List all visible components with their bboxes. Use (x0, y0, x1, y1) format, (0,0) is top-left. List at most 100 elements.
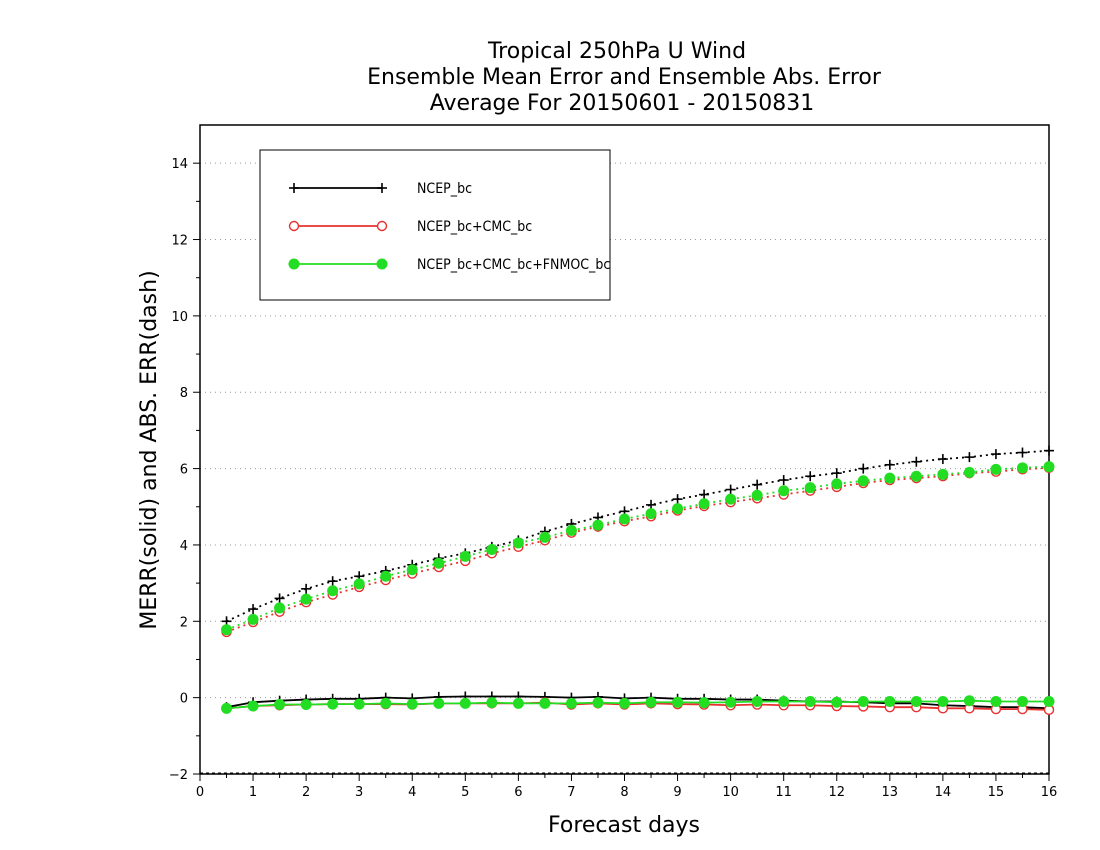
data-point-abs-err (1017, 447, 1028, 458)
legend-item: NCEP_bc+CMC_bc (288, 219, 532, 235)
x-tick-label: 7 (567, 785, 575, 800)
data-point-merr (353, 698, 365, 710)
x-tick-label: 10 (722, 785, 739, 800)
x-tick-label: 1 (249, 785, 257, 800)
data-point-merr (645, 696, 657, 708)
data-point-merr (539, 697, 551, 709)
series-line-abs-err (226, 449, 1050, 623)
data-point-abs-err (963, 466, 975, 478)
x-tick-label: 5 (461, 785, 469, 800)
data-point-abs-err (831, 478, 843, 490)
data-point-abs-err (565, 524, 577, 536)
data-point-abs-err (990, 449, 1001, 460)
data-point-merr (751, 695, 763, 707)
legend-item: NCEP_bc+CMC_bc+FNMOC_bc (288, 257, 610, 273)
data-point-abs-err (964, 452, 975, 463)
data-point-abs-err (858, 463, 869, 474)
data-point-merr (698, 697, 710, 709)
legend-marker (288, 220, 300, 232)
data-point-merr (884, 695, 896, 707)
data-point-abs-err (805, 471, 816, 482)
data-point-merr (910, 695, 922, 707)
data-point-merr (804, 695, 816, 707)
data-point-merr (486, 697, 498, 709)
x-tick-label: 6 (514, 785, 522, 800)
x-tick-label: 14 (935, 785, 952, 800)
legend: NCEP_bc NCEP_bc+CMC_bc NCEP_bc+CMC_bc+FNMO… (259, 149, 611, 301)
y-tick-label: 4 (180, 539, 188, 554)
data-point-abs-err (459, 550, 471, 562)
y-tick-label: 2 (180, 615, 188, 630)
data-point-merr (831, 696, 843, 708)
series-line-abs-err (226, 465, 1050, 631)
data-point-abs-err (380, 570, 392, 582)
y-tick-label: 10 (171, 310, 188, 325)
data-point-abs-err (619, 513, 630, 525)
x-axis-label: Forecast days (548, 813, 700, 838)
legend-label: NCEP_bc (417, 181, 472, 197)
data-point-merr (619, 697, 630, 709)
x-tick-label: 16 (1041, 785, 1058, 800)
data-point-abs-err (910, 470, 922, 482)
data-point-abs-err (300, 593, 312, 605)
data-point-abs-err (539, 531, 551, 543)
data-point-abs-err (725, 493, 737, 505)
data-point-abs-err (486, 544, 498, 556)
data-point-abs-err (645, 508, 657, 520)
series-line-abs-err (226, 466, 1050, 633)
data-point-abs-err (221, 624, 233, 636)
data-point-abs-err (911, 456, 922, 467)
data-point-merr (672, 696, 684, 708)
data-point-abs-err (1043, 461, 1055, 473)
x-tick-label: 13 (882, 785, 899, 800)
data-point-abs-err (353, 578, 365, 590)
data-point-merr (725, 696, 737, 708)
legend-marker (377, 183, 387, 193)
data-point-merr (857, 695, 869, 707)
y-tick-label: −2 (169, 768, 188, 783)
y-tick-label: 0 (180, 692, 188, 707)
y-axis-label: MERR(solid) and ABS. ERR(dash) (137, 270, 162, 629)
title-line-2: Ensemble Mean Error and Ensemble Abs. Er… (367, 65, 882, 90)
x-tick-label: 8 (620, 785, 628, 800)
x-tick-label: 12 (828, 785, 845, 800)
data-point-abs-err (990, 463, 1002, 475)
legend-marker (288, 258, 300, 270)
data-point-merr (565, 697, 577, 709)
data-point-merr (592, 697, 604, 709)
y-tick-label: 6 (180, 463, 188, 478)
x-tick-label: 3 (355, 785, 363, 800)
chart-title: Tropical 250hPa U Wind Ensemble Mean Err… (367, 39, 882, 116)
legend-marker (289, 183, 299, 193)
data-point-abs-err (751, 489, 763, 501)
y-tick-label: 12 (171, 234, 188, 249)
legend-marker (376, 258, 388, 270)
series-layer (221, 445, 1055, 716)
data-point-abs-err (857, 475, 869, 487)
data-point-abs-err (884, 459, 895, 470)
data-point-abs-err (433, 557, 445, 569)
x-tick-label: 0 (196, 785, 204, 800)
x-axis: 0 1 2 3 4 5 6 7 8 9 10 11 12 13 14 15 16 (196, 774, 1057, 800)
data-point-abs-err (672, 503, 684, 515)
y-axis: −2 0 2 4 6 8 10 12 14 (169, 157, 200, 783)
data-point-merr (512, 697, 524, 709)
title-line-1: Tropical 250hPa U Wind (487, 39, 746, 64)
series-2 (221, 461, 1055, 714)
data-point-merr (778, 695, 790, 707)
x-tick-label: 2 (302, 785, 310, 800)
legend-marker (376, 220, 388, 232)
data-point-merr (963, 695, 975, 707)
data-point-abs-err (725, 484, 736, 495)
data-point-abs-err (778, 475, 789, 486)
data-point-abs-err (698, 498, 710, 510)
data-point-merr (300, 699, 312, 711)
data-point-abs-err (274, 602, 286, 614)
data-point-abs-err (884, 472, 896, 484)
data-point-abs-err (1044, 445, 1054, 456)
data-point-merr (327, 698, 339, 710)
data-point-abs-err (247, 613, 259, 625)
data-point-merr (274, 699, 286, 711)
legend-box (259, 149, 611, 301)
